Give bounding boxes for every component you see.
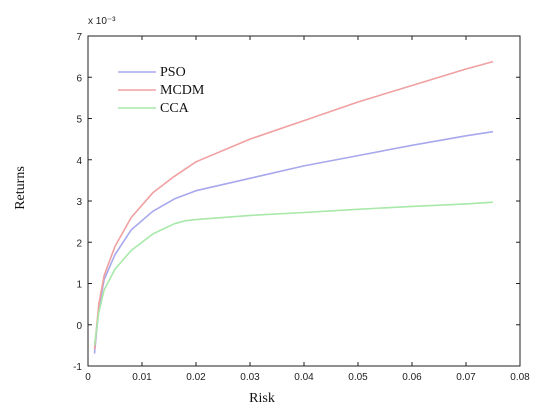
y-tick-label: 5 — [76, 115, 82, 126]
y-tick-label: 3 — [76, 197, 82, 208]
y-tick-label: 0 — [76, 321, 82, 332]
y-tick-label: 2 — [76, 238, 82, 249]
series-line-pso — [93, 130, 494, 354]
y-tick-label: -1 — [73, 362, 82, 373]
x-tick-label: 0.01 — [132, 372, 152, 383]
legend-label-cca: CCA — [160, 101, 190, 116]
x-tick-label: 0 — [85, 372, 91, 383]
x-axis-label: Risk — [249, 391, 275, 406]
y-tick-label: 4 — [76, 156, 82, 167]
tick-group: 0 0.01 0.02 0.03 0.04 0.05 0.06 0.07 0.08-101234… — [73, 32, 530, 383]
series-line-cca — [93, 201, 494, 346]
legend-label-pso: PSO — [160, 65, 186, 80]
x-tick-label: 0.07 — [456, 372, 476, 383]
x-tick-label: 0.02 — [186, 372, 206, 383]
y-tick-label: 7 — [76, 32, 82, 43]
y-tick-label: 1 — [76, 280, 82, 291]
x-tick-label: 0.06 — [402, 372, 422, 383]
x-tick-label: 0.05 — [348, 372, 368, 383]
series-group — [93, 60, 494, 354]
y-axis-label: Returns — [13, 166, 28, 210]
legend-label-mcdm: MCDM — [160, 83, 205, 98]
y-multiplier-label: x 10⁻³ — [88, 16, 116, 27]
x-tick-label: 0.04 — [294, 372, 314, 383]
plot-area — [87, 35, 521, 367]
x-tick-label: 0.03 — [240, 372, 260, 383]
x-tick-label: 0.08 — [510, 372, 530, 383]
y-tick-label: 6 — [76, 73, 82, 84]
legend: PSO MCDM CCA — [118, 65, 205, 116]
series-line-mcdm — [93, 60, 494, 350]
